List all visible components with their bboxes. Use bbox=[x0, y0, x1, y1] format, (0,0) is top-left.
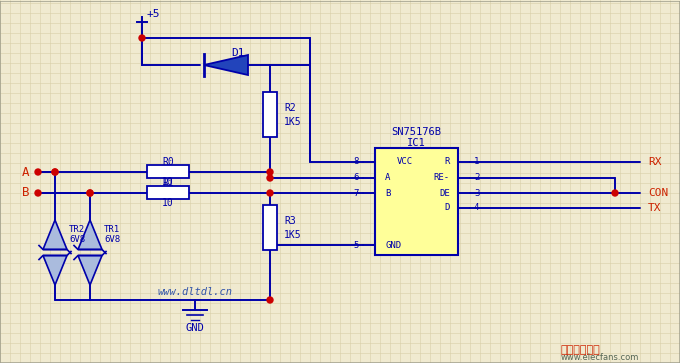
Text: CON: CON bbox=[648, 188, 668, 198]
Circle shape bbox=[267, 297, 273, 303]
Circle shape bbox=[267, 169, 273, 175]
Circle shape bbox=[52, 169, 58, 175]
Circle shape bbox=[267, 175, 273, 181]
Text: R0: R0 bbox=[162, 157, 174, 167]
Bar bbox=[263, 92, 277, 137]
Text: www.elecfans.com: www.elecfans.com bbox=[561, 354, 639, 363]
Circle shape bbox=[87, 190, 93, 196]
Polygon shape bbox=[78, 220, 102, 249]
Text: 1: 1 bbox=[474, 158, 479, 167]
Text: 10: 10 bbox=[162, 177, 174, 187]
Circle shape bbox=[35, 190, 41, 196]
Text: 1K5: 1K5 bbox=[284, 230, 302, 240]
Polygon shape bbox=[204, 55, 248, 75]
Text: D: D bbox=[445, 204, 450, 212]
Text: RE-: RE- bbox=[434, 174, 450, 183]
Text: 3: 3 bbox=[474, 188, 479, 197]
Text: GND: GND bbox=[385, 241, 401, 249]
Text: 4: 4 bbox=[474, 204, 479, 212]
Circle shape bbox=[139, 35, 145, 41]
Circle shape bbox=[87, 190, 93, 196]
Text: RX: RX bbox=[648, 157, 662, 167]
Text: TR2: TR2 bbox=[69, 225, 85, 234]
Text: 8: 8 bbox=[354, 158, 359, 167]
Circle shape bbox=[35, 169, 41, 175]
Bar bbox=[263, 205, 277, 250]
Text: R1: R1 bbox=[162, 178, 174, 188]
Bar bbox=[147, 165, 189, 178]
Text: TR1: TR1 bbox=[104, 225, 120, 234]
Text: DE: DE bbox=[439, 188, 450, 197]
Text: 7: 7 bbox=[354, 188, 359, 197]
Text: R2: R2 bbox=[284, 103, 296, 113]
Text: 电子开发社区: 电子开发社区 bbox=[560, 345, 600, 355]
Polygon shape bbox=[43, 220, 67, 249]
Text: R3: R3 bbox=[284, 216, 296, 226]
Text: 6V8: 6V8 bbox=[104, 236, 120, 245]
Text: A: A bbox=[385, 174, 390, 183]
Text: IC1: IC1 bbox=[407, 138, 426, 148]
Text: R: R bbox=[445, 158, 450, 167]
Text: GND: GND bbox=[186, 323, 205, 333]
Circle shape bbox=[612, 190, 618, 196]
Bar bbox=[147, 186, 189, 199]
Text: D1: D1 bbox=[231, 48, 245, 58]
Text: www.dltdl.cn: www.dltdl.cn bbox=[158, 287, 233, 297]
Text: VCC: VCC bbox=[397, 158, 413, 167]
Bar bbox=[375, 148, 458, 255]
Text: TX: TX bbox=[648, 203, 662, 213]
Circle shape bbox=[52, 169, 58, 175]
Text: +5: +5 bbox=[147, 9, 160, 19]
Polygon shape bbox=[78, 256, 102, 285]
Text: 6: 6 bbox=[354, 174, 359, 183]
Text: 1K5: 1K5 bbox=[284, 117, 302, 127]
Text: 6V8: 6V8 bbox=[69, 236, 85, 245]
Text: 5: 5 bbox=[354, 241, 359, 249]
Text: B: B bbox=[385, 188, 390, 197]
Text: 10: 10 bbox=[162, 198, 174, 208]
Text: A: A bbox=[22, 166, 29, 179]
Text: 2: 2 bbox=[474, 174, 479, 183]
Text: B: B bbox=[22, 187, 29, 200]
Text: SN75176B: SN75176B bbox=[391, 127, 441, 137]
Circle shape bbox=[267, 190, 273, 196]
Polygon shape bbox=[43, 256, 67, 285]
